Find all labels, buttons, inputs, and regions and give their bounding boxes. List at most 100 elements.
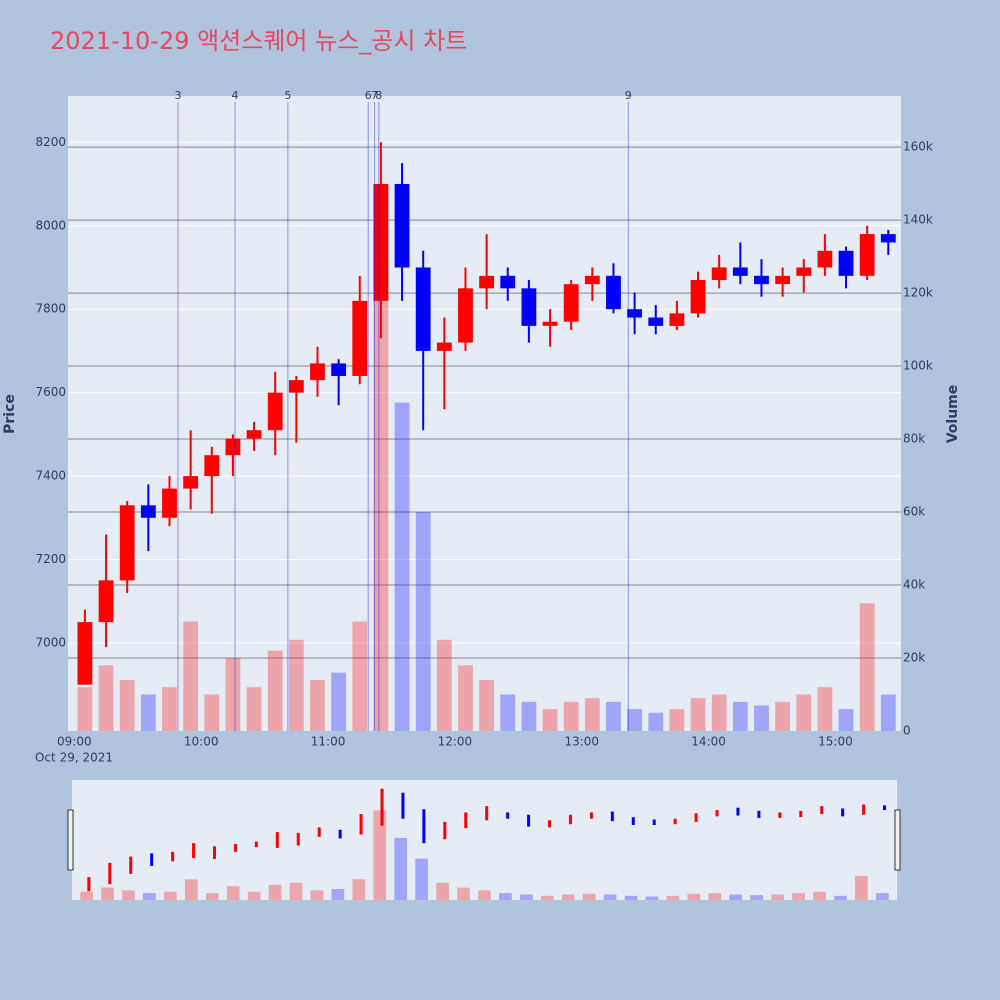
candle-body (817, 250, 833, 268)
candle-body (542, 321, 558, 326)
slider-volume-bar (331, 888, 345, 900)
volume-bar (436, 639, 452, 731)
news-label: 6 (365, 89, 372, 102)
slider-volume-bar (205, 893, 219, 900)
candle-body (204, 455, 220, 477)
candle-body (627, 309, 643, 318)
volume-bar (415, 512, 431, 731)
x-tick-label: 12:00 (438, 735, 473, 749)
volume-bar (500, 694, 516, 731)
candle-body (140, 505, 156, 518)
candle-body (479, 275, 495, 289)
slider-volume-bar (771, 894, 784, 900)
plot-area (68, 96, 901, 731)
news-label: 7 (371, 89, 378, 102)
candle-body (500, 275, 516, 289)
volume-bar (754, 705, 769, 731)
slider-volume-bar (666, 895, 680, 900)
candle-body (669, 313, 685, 326)
y2-tick-label: 80k (903, 432, 925, 446)
y2-tick-label: 140k (903, 213, 933, 227)
slider-volume-bar (708, 893, 722, 900)
x-tick-label: 09:00 (57, 735, 92, 749)
y2-tick-label: 60k (903, 505, 925, 519)
volume-bar (267, 650, 283, 731)
slider-volume-bar (247, 891, 261, 900)
y2-tick-label: 0 (903, 724, 911, 738)
range-slider[interactable] (72, 780, 897, 900)
slider-volume-bar (289, 882, 303, 900)
slider-volume-bar (268, 884, 282, 900)
slider-volume-bar (164, 891, 177, 900)
candle-body (711, 267, 727, 280)
candle-body (859, 234, 875, 276)
y2-tick-label: 20k (903, 651, 925, 665)
candle-body (415, 267, 431, 351)
y2-tick-label: 120k (903, 286, 933, 300)
candle-body (754, 275, 769, 285)
candle-body (77, 622, 93, 685)
slider-volume-bar (310, 890, 324, 900)
slider-volume-bar (457, 887, 470, 900)
x-tick-label: 14:00 (691, 735, 726, 749)
candle-body (732, 267, 748, 276)
candle-body (267, 392, 283, 431)
slider-volume-bar (394, 837, 408, 900)
volume-bar (140, 694, 156, 731)
candle-body (119, 505, 135, 581)
volume-bar (310, 679, 325, 731)
slider-volume-bar (184, 879, 198, 900)
slider-volume-bar (373, 810, 387, 900)
y-tick-label: 8000 (35, 218, 66, 232)
candle-body (436, 342, 452, 351)
slider-volume-bar (834, 895, 847, 900)
slider-handle[interactable] (894, 809, 901, 871)
y-tick-label: 7000 (35, 635, 66, 649)
candle-body (352, 300, 368, 376)
candle-body (563, 284, 579, 322)
volume-bar (669, 709, 685, 731)
news-label: 9 (625, 89, 632, 102)
slider-volume-bar (561, 894, 575, 900)
y-tick-label: 7400 (35, 469, 66, 483)
volume-bar (796, 694, 812, 731)
volume-bar (479, 679, 495, 731)
x-tick-label: 11:00 (311, 735, 346, 749)
slider-volume-bar (520, 894, 533, 900)
volume-bar (732, 701, 748, 731)
slider-volume-bar (750, 895, 764, 900)
volume-bar (859, 603, 875, 731)
candle-body (521, 288, 537, 326)
slider-volume-bar (122, 890, 135, 900)
candle-body (162, 488, 177, 518)
x-tick-label: 13:00 (564, 735, 599, 749)
candle-body (331, 363, 347, 376)
y-tick-label: 7600 (35, 385, 66, 399)
slider-volume-bar (645, 896, 659, 900)
candle-body (775, 275, 791, 285)
volume-bar (331, 672, 347, 731)
slider-volume-bar (80, 891, 93, 900)
candle-body (373, 184, 389, 301)
candle-body (288, 380, 304, 393)
y2-axis-title: Volume (945, 385, 961, 444)
y-tick-label: 7200 (35, 552, 66, 566)
volume-bar (542, 709, 558, 731)
candle-body (458, 288, 473, 343)
y2-tick-label: 100k (903, 359, 933, 373)
volume-bar (521, 701, 537, 731)
slider-volume-bar (143, 893, 156, 900)
volume-bar (225, 658, 241, 731)
slider-handle[interactable] (67, 809, 74, 871)
volume-bar (352, 621, 368, 731)
candle-body (183, 476, 199, 489)
y2-tick-label: 40k (903, 578, 925, 592)
volume-bar (775, 701, 791, 731)
y-tick-label: 8200 (35, 135, 66, 149)
candle-body (246, 430, 262, 439)
candle-body (690, 279, 706, 314)
slider-volume-bar (624, 895, 638, 900)
volume-bar (98, 665, 114, 731)
volume-bar (373, 256, 389, 731)
